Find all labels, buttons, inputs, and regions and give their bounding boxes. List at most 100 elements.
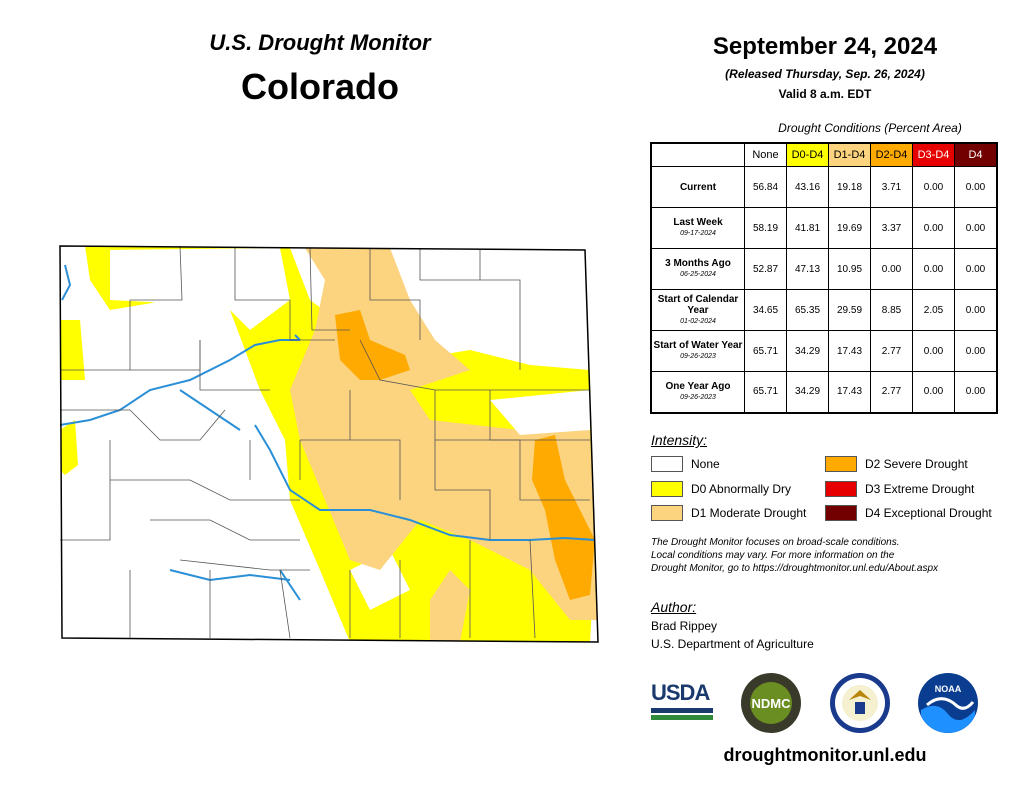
cell: 52.87 xyxy=(744,248,787,290)
noaa-logo-text: NOAA xyxy=(935,684,962,694)
cell: 2.77 xyxy=(870,371,913,413)
d0-region-west xyxy=(60,320,85,380)
legend-swatch xyxy=(825,456,857,472)
valid-time: Valid 8 a.m. EDT xyxy=(778,87,872,101)
noaa-logo: NOAA xyxy=(918,673,978,733)
commerce-seal-logo xyxy=(830,673,890,733)
table-row: 3 Months Ago 06-25-2024 52.87 47.13 10.95… xyxy=(650,248,998,290)
cell: 0.00 xyxy=(954,371,998,413)
legend-swatch xyxy=(651,505,683,521)
cell: 0.00 xyxy=(912,371,955,413)
footer-url[interactable]: droughtmonitor.unl.edu xyxy=(723,745,927,765)
state-title: Colorado xyxy=(241,66,399,107)
d0-region-west-south xyxy=(60,420,78,475)
cell: 65.71 xyxy=(744,330,787,372)
table-row: Start of Calendar Year 01-02-2024 34.65 6… xyxy=(650,289,998,331)
note-line: Drought Monitor, go to https://droughtmo… xyxy=(651,563,939,574)
d2-region-north xyxy=(335,310,410,380)
none-pocket-ne xyxy=(420,280,530,350)
legend-swatch xyxy=(651,481,683,497)
legend-item-d1: D1 Moderate Drought xyxy=(651,505,806,521)
table-row: Current 56.84 43.16 19.18 3.71 0.00 0.00 xyxy=(650,166,998,208)
legend-item-none: None xyxy=(651,456,720,472)
row-label: One Year Ago xyxy=(665,380,731,392)
cell: 19.18 xyxy=(828,166,871,208)
author-name: Brad Rippey xyxy=(651,619,718,633)
legend-swatch xyxy=(825,481,857,497)
none-pocket-north xyxy=(110,248,290,330)
table-row: Last Week 09-17-2024 58.19 41.81 19.69 3.… xyxy=(650,207,998,249)
row-label: 3 Months Ago xyxy=(665,258,731,269)
cell: 2.77 xyxy=(870,330,913,372)
legend-label: D4 Exceptional Drought xyxy=(865,506,992,520)
note-line: The Drought Monitor focuses on broad-sca… xyxy=(651,537,900,548)
legend-label: None xyxy=(691,457,720,471)
none-pocket-east xyxy=(520,250,590,360)
cell: 29.59 xyxy=(828,289,871,331)
cell: 41.81 xyxy=(786,207,829,249)
legend-label: D2 Severe Drought xyxy=(865,457,968,471)
none-pocket-east-central xyxy=(490,390,590,435)
legend-item-d2: D2 Severe Drought xyxy=(825,456,968,472)
cell: 17.43 xyxy=(828,371,871,413)
cell: 0.00 xyxy=(954,330,998,372)
col-d2-d4: D2-D4 xyxy=(870,142,913,167)
legend-label: D1 Moderate Drought xyxy=(691,506,807,520)
cell: 2.05 xyxy=(912,289,955,331)
d2-region-east xyxy=(532,435,595,600)
usda-logo-text: USDA xyxy=(651,680,710,705)
legend-label: D3 Extreme Drought xyxy=(865,482,975,496)
row-label: Last Week xyxy=(673,217,723,228)
legend-swatch xyxy=(825,505,857,521)
author-heading: Author: xyxy=(651,599,697,615)
cell: 34.29 xyxy=(786,371,829,413)
author-org: U.S. Department of Agriculture xyxy=(651,637,814,651)
cell: 65.71 xyxy=(744,371,787,413)
cell: 17.43 xyxy=(828,330,871,372)
cell: 34.65 xyxy=(744,289,787,331)
cell: 0.00 xyxy=(912,207,955,249)
row-date: 09-17-2024 xyxy=(680,230,716,237)
release-date: (Released Thursday, Sep. 26, 2024) xyxy=(725,67,925,81)
legend-item-d3: D3 Extreme Drought xyxy=(825,481,974,497)
col-d1-d4: D1-D4 xyxy=(828,142,871,167)
d1-region-south xyxy=(430,570,470,642)
row-date: 06-25-2024 xyxy=(680,271,716,278)
cell: 34.29 xyxy=(786,330,829,372)
legend-item-d0: D0 Abnormally Dry xyxy=(651,481,791,497)
cell: 10.95 xyxy=(828,248,871,290)
col-d0-d4: D0-D4 xyxy=(786,142,829,167)
col-none: None xyxy=(744,142,787,167)
cell: 19.69 xyxy=(828,207,871,249)
table-row: One Year Ago 09-26-2023 65.71 34.29 17.43… xyxy=(650,371,998,413)
note-line: Local conditions may vary. For more info… xyxy=(651,550,895,561)
ndmc-logo-text: NDMC xyxy=(752,696,792,711)
cell: 0.00 xyxy=(954,248,998,290)
cell: 3.37 xyxy=(870,207,913,249)
row-date: 01-02-2024 xyxy=(680,317,716,325)
disclaimer-note: The Drought Monitor focuses on broad-sca… xyxy=(651,536,1011,575)
legend-item-d4: D4 Exceptional Drought xyxy=(825,505,992,521)
legend-label: D0 Abnormally Dry xyxy=(691,482,792,496)
cell: 58.19 xyxy=(744,207,787,249)
col-d3-d4: D3-D4 xyxy=(912,142,955,167)
cell: 0.00 xyxy=(912,330,955,372)
cell: 0.00 xyxy=(954,289,998,331)
row-label: Current xyxy=(679,181,717,193)
rivers xyxy=(59,264,596,601)
brand-title: U.S. Drought Monitor xyxy=(209,30,431,55)
state-border xyxy=(59,245,599,643)
row-label: Start of Calendar Year xyxy=(657,293,739,316)
ndmc-logo: NDMC xyxy=(741,673,801,733)
colorado-drought-map xyxy=(59,245,599,643)
cell: 0.00 xyxy=(954,166,998,208)
row-date: 09-26-2023 xyxy=(680,353,716,360)
row-date: 09-26-2023 xyxy=(680,393,716,401)
table-row: Start of Water Year 09-26-2023 65.71 34.2… xyxy=(650,330,998,372)
row-label: Start of Water Year xyxy=(653,340,743,351)
cell: 0.00 xyxy=(912,248,955,290)
col-d4: D4 xyxy=(954,142,998,167)
map-date: September 24, 2024 xyxy=(712,33,938,60)
cell: 3.71 xyxy=(870,166,913,208)
cell: 0.00 xyxy=(870,248,913,290)
